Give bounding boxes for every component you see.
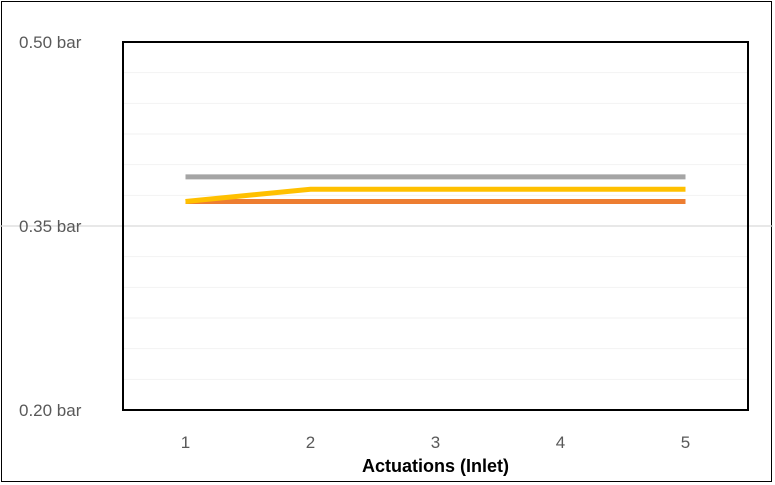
- x-tick-label: 4: [556, 433, 565, 452]
- gridlines: [0, 72, 773, 380]
- x-tick-label: 3: [431, 433, 440, 452]
- y-tick-labels: 0.20 bar 0.35 bar 0.50 bar: [19, 33, 82, 420]
- x-tick-labels: 1 2 3 4 5: [181, 433, 690, 452]
- y-tick-label: 0.50 bar: [19, 33, 82, 52]
- series-lines: [185, 174, 686, 204]
- x-axis-title: Actuations (Inlet): [362, 456, 509, 476]
- series-line-3: [185, 186, 686, 204]
- x-tick-label: 2: [306, 433, 315, 452]
- plot-area-border: [122, 41, 749, 411]
- x-tick-label: 5: [681, 433, 690, 452]
- x-tick-label: 1: [181, 433, 190, 452]
- y-tick-label: 0.35 bar: [19, 217, 82, 236]
- y-tick-label: 0.20 bar: [19, 401, 82, 420]
